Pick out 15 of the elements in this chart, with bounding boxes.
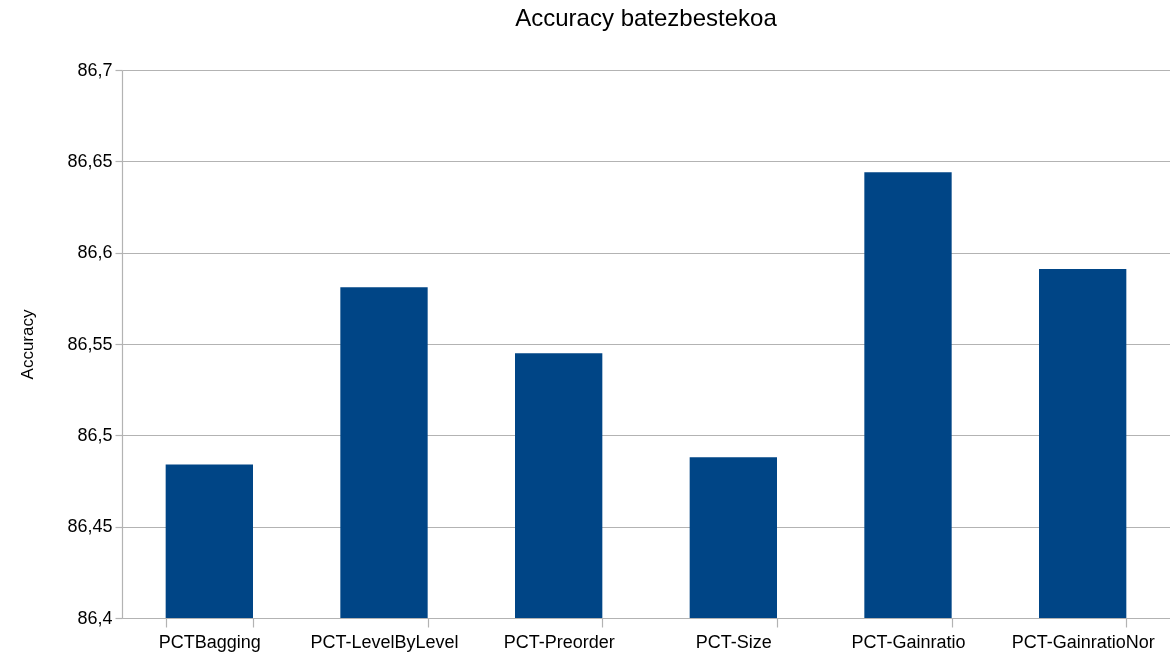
- x-tick-label: PCT-GainratioNor: [1011, 631, 1155, 652]
- x-tick-label: PCT-Size: [695, 631, 772, 652]
- y-tick-label: 86,4: [77, 607, 113, 628]
- x-tick-label: PCT-LevelByLevel: [310, 631, 459, 652]
- y-tick-label: 86,55: [67, 333, 113, 354]
- y-axis-title: Accuracy: [18, 309, 38, 380]
- y-tick-label: 86,5: [77, 424, 113, 445]
- y-tick-label: 86,65: [67, 150, 113, 171]
- y-tick-label: 86,45: [67, 516, 113, 537]
- y-tick-label: 86,7: [77, 59, 113, 80]
- x-tick-label: PCT-Preorder: [503, 631, 615, 652]
- x-tick-label: PCT-Gainratio: [851, 631, 966, 652]
- chart-title: Accuracy batezbestekoa: [515, 4, 778, 31]
- x-tick-label: PCTBagging: [158, 631, 261, 652]
- y-tick-label: 86,6: [77, 242, 113, 263]
